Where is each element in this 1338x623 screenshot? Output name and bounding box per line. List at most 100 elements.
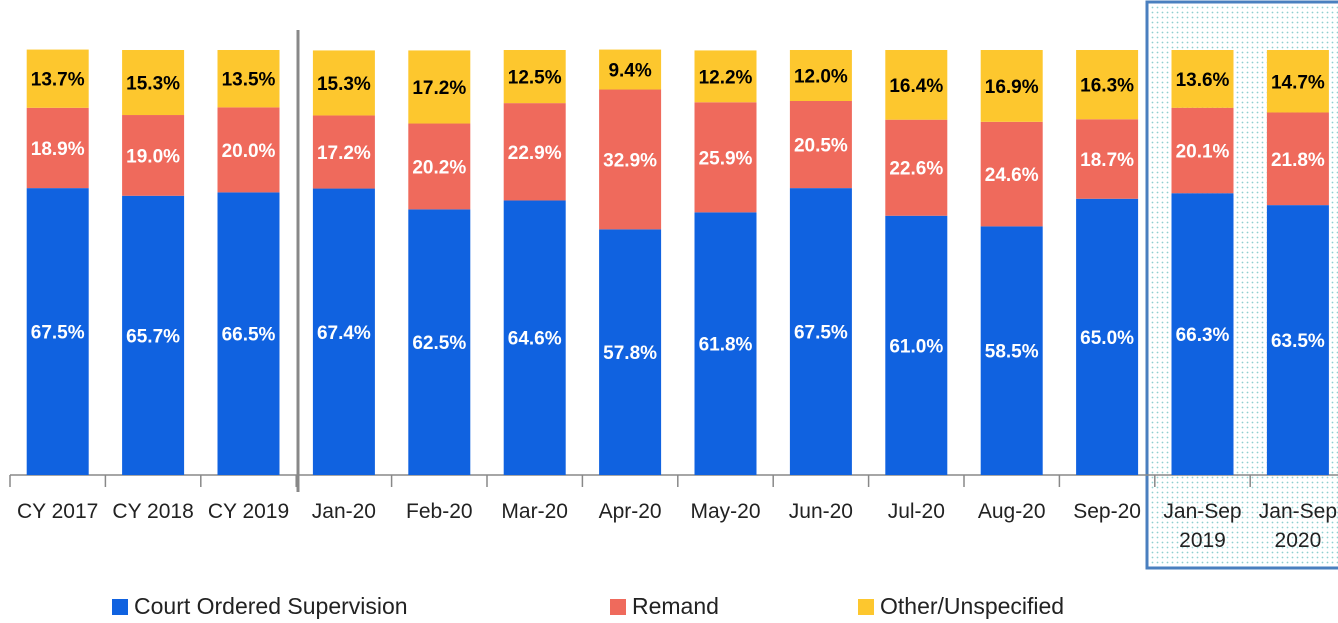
value-label: 17.2% [317, 143, 371, 164]
bar-segment [26, 188, 89, 475]
bar-segment [694, 102, 757, 213]
bar-segment [599, 49, 662, 90]
legend-label: Remand [632, 593, 719, 619]
x-tick-label: Mar-20 [501, 500, 568, 523]
x-tick-label: CY 2017 [17, 500, 99, 523]
value-label: 20.5% [794, 136, 848, 157]
legend-label: Court Ordered Supervision [134, 593, 408, 619]
value-label: 20.2% [412, 157, 466, 178]
bar-segment [1076, 50, 1139, 120]
value-label: 16.9% [985, 77, 1039, 98]
x-tick-label: CY 2018 [112, 500, 194, 523]
value-label: 12.2% [699, 67, 753, 88]
value-label: 16.4% [889, 76, 943, 97]
x-tick-label: Jan-20 [311, 500, 376, 523]
value-label: 25.9% [699, 148, 753, 169]
bar-segment [885, 119, 948, 216]
x-tick-label: Apr-20 [598, 500, 662, 523]
value-label: 14.7% [1271, 72, 1325, 93]
bar-segment [599, 229, 662, 475]
value-label: 15.3% [317, 74, 371, 95]
bar-segment [980, 50, 1043, 122]
bar-segment [312, 50, 375, 116]
value-label: 20.0% [222, 141, 276, 162]
value-label: 58.5% [985, 342, 1039, 363]
bar-segment [1076, 198, 1139, 475]
legend-swatch [610, 599, 626, 615]
value-label: 18.9% [31, 139, 85, 160]
bar-segment [217, 192, 280, 475]
value-label: 15.3% [126, 74, 180, 95]
value-label: 22.6% [889, 159, 943, 180]
bar-segment [1266, 205, 1329, 475]
value-label: 17.2% [412, 78, 466, 99]
plot: 67.5% 18.9% 13.7% 65.7% 19.0% 15.3% 66.5% 20.0%… [9, 49, 1338, 487]
value-label: 19.0% [126, 146, 180, 167]
value-label: 9.4% [608, 61, 651, 82]
bar-segment [885, 50, 948, 120]
bar-segment [1266, 50, 1329, 113]
value-label: 66.3% [1176, 325, 1230, 346]
value-label: 22.9% [508, 143, 562, 164]
x-tick-label: CY 2019 [207, 500, 290, 523]
bar-segment [26, 49, 89, 108]
bar-segment [312, 115, 375, 189]
bar-segment [408, 123, 471, 210]
bar-segment [1171, 107, 1234, 194]
value-label: 12.0% [794, 67, 848, 88]
value-label: 16.3% [1080, 76, 1134, 97]
x-tick-label: May-20 [690, 500, 761, 523]
x-tick-label: Jan-Sep 2020 [1258, 500, 1337, 552]
bar-segment [694, 212, 757, 475]
value-label: 67.4% [317, 323, 371, 344]
bar-segment [503, 200, 566, 475]
value-label: 24.6% [985, 165, 1039, 186]
value-label: 67.5% [794, 323, 848, 344]
legend-swatch [858, 599, 874, 615]
value-label: 64.6% [508, 329, 562, 350]
bar-segment [789, 50, 852, 101]
value-label: 21.8% [1271, 150, 1325, 171]
value-label: 12.5% [508, 68, 562, 89]
x-tick-label: Sep-20 [1073, 500, 1141, 523]
legend-label: Other/Unspecified [880, 593, 1065, 619]
bar-segment [217, 107, 280, 193]
bar-segment [599, 89, 662, 230]
value-label: 32.9% [603, 150, 657, 171]
value-label: 20.1% [1176, 142, 1230, 163]
x-tick-label: Feb-20 [406, 500, 473, 523]
value-label: 13.6% [1176, 70, 1230, 91]
value-label: 63.5% [1271, 331, 1325, 352]
bar-segment [408, 50, 471, 124]
value-label: 66.5% [222, 325, 276, 346]
bar-segment [980, 121, 1043, 227]
value-label: 65.0% [1080, 328, 1134, 349]
value-label: 67.5% [31, 323, 85, 344]
bar-segment [789, 101, 852, 189]
bar-segment [1266, 112, 1329, 206]
bar-segment [26, 107, 89, 189]
bar-segment [217, 50, 280, 108]
bar-segment [408, 209, 471, 475]
legend-swatch [112, 599, 128, 615]
value-label: 13.7% [31, 70, 85, 91]
value-label: 57.8% [603, 343, 657, 364]
bar-segment [503, 103, 566, 201]
bar-segment [1171, 50, 1234, 108]
bar-segment [122, 115, 185, 196]
bar-segment [980, 226, 1043, 475]
bar-segment [312, 188, 375, 476]
bar-segment [789, 188, 852, 475]
x-tick-label: Jul-20 [887, 500, 945, 523]
bar-segment [122, 195, 185, 475]
x-tick-label: Jun-20 [788, 500, 853, 523]
bar-segment [1171, 193, 1234, 475]
bar-segment [122, 50, 185, 116]
value-label: 13.5% [222, 70, 276, 91]
value-label: 65.7% [126, 326, 180, 347]
value-label: 61.8% [699, 335, 753, 356]
bar-segment [503, 50, 566, 104]
x-tick-label: Aug-20 [977, 500, 1046, 523]
